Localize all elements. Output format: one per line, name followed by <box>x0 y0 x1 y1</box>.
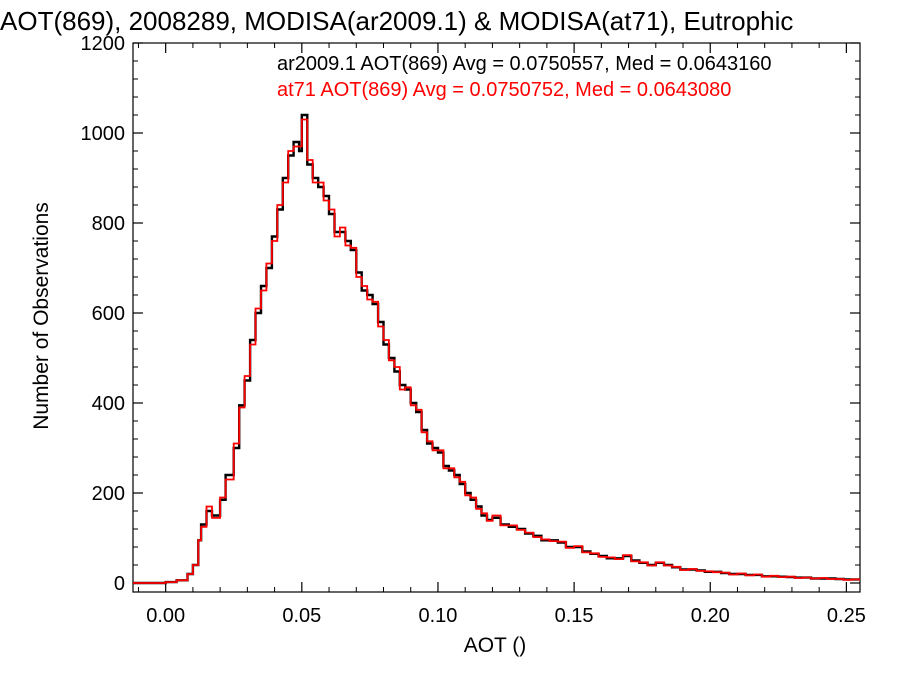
stats-line-1: ar2009.1 AOT(869) Avg = 0.0750557, Med =… <box>277 53 771 75</box>
y-axis: 0 200 400 600 800 1000 1200 <box>81 33 860 595</box>
y-tick-label: 200 <box>92 483 125 505</box>
y-tick-label: 1200 <box>81 33 126 55</box>
x-tick-label: 0.20 <box>691 605 730 627</box>
chart-title: AOT(869), 2008289, MODISA(ar2009.1) & MO… <box>0 6 793 36</box>
x-tick-label: 0.25 <box>827 605 866 627</box>
y-tick-label: 1000 <box>81 123 126 145</box>
x-tick-label: 0.10 <box>418 605 457 627</box>
y-tick-label: 600 <box>92 303 125 325</box>
stats-line-2: at71 AOT(869) Avg = 0.0750752, Med = 0.0… <box>277 79 731 101</box>
stats-annotations: ar2009.1 AOT(869) Avg = 0.0750557, Med =… <box>277 53 771 101</box>
plot-border <box>132 42 861 593</box>
series-layer <box>133 113 860 585</box>
x-tick-label: 0.00 <box>146 605 185 627</box>
x-tick-label: 0.15 <box>555 605 594 627</box>
x-axis: 0.00 0.05 0.10 0.15 0.20 0.25 <box>137 43 866 627</box>
y-tick-label: 400 <box>92 393 125 415</box>
plot-frame <box>132 42 861 593</box>
series-at71 <box>133 118 860 584</box>
series-ar2009.1 <box>133 113 860 585</box>
y-tick-label: 0 <box>114 573 125 595</box>
y-tick-label: 800 <box>92 213 125 235</box>
y-axis-label: Number of Observations <box>30 202 53 430</box>
x-axis-label: AOT () <box>464 634 527 657</box>
x-tick-label: 0.05 <box>282 605 321 627</box>
